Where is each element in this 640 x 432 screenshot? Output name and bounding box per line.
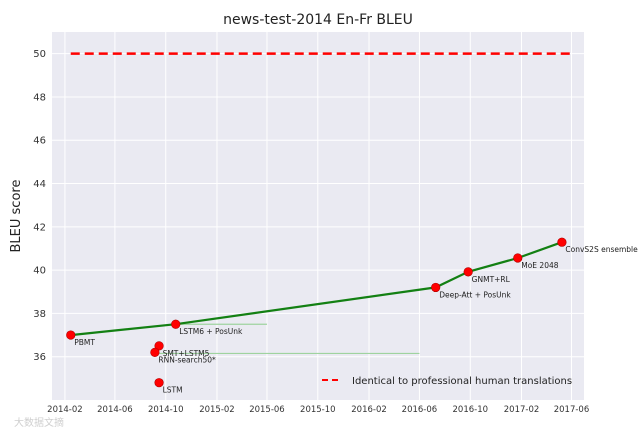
y-tick-label: 44 (33, 179, 46, 190)
x-tick-label: 2015-02 (199, 405, 235, 415)
point-label: Deep-Att + PosUnk (439, 290, 511, 299)
y-tick-label: 36 (33, 352, 46, 363)
faint-lines (154, 323, 420, 355)
x-tick-label: 2016-02 (351, 405, 387, 415)
point-label: LSTM (163, 386, 183, 395)
point-label: MoE 2048 (521, 261, 558, 270)
x-tick-label: 2014-02 (47, 405, 83, 415)
chart-title: news-test-2014 En-Fr BLEU (223, 12, 413, 28)
x-tick-label: 2014-10 (148, 405, 184, 415)
x-tick-label: 2016-10 (453, 405, 489, 415)
y-tick-label: 42 (33, 222, 46, 233)
x-tick-label: 2017-06 (554, 405, 590, 415)
data-point (463, 267, 473, 277)
point-label: SMT+LSTM5 (163, 349, 210, 358)
y-tick-label: 50 (33, 49, 46, 60)
data-point (66, 330, 76, 340)
data-point (154, 378, 164, 388)
y-tick-label: 46 (33, 136, 46, 147)
point-label: GNMT+RL (472, 275, 511, 284)
y-axis-label: BLEU score (9, 180, 24, 253)
point-label: LSTM6 + PosUnk (179, 327, 243, 336)
x-tick-label: 2017-02 (504, 405, 540, 415)
data-point (557, 237, 567, 247)
data-point (154, 341, 164, 351)
sota-line (70, 241, 563, 337)
point-label: ConvS2S ensemble (565, 245, 638, 254)
point-label: PBMT (74, 338, 95, 347)
x-tick-label: 2015-06 (249, 405, 285, 415)
data-point (431, 282, 441, 293)
data-points (66, 237, 567, 388)
legend-label-human: Identical to professional human translat… (352, 376, 572, 387)
y-tick-label: 48 (33, 92, 46, 103)
data-point (171, 319, 181, 329)
point-label: RNN-search50* (158, 355, 216, 364)
sota-polyline (70, 241, 563, 337)
data-point (150, 347, 160, 357)
x-tick-label: 2016-06 (402, 405, 438, 415)
data-point (513, 253, 523, 263)
grid (52, 32, 584, 400)
y-tick-label: 40 (33, 266, 46, 277)
x-tick-label: 2015-10 (300, 405, 336, 415)
x-axis-ticks: 2014-02 2014-06 2014-10 2015-02 2015-06 2015-… (47, 405, 589, 415)
legend: Identical to professional human translat… (322, 376, 572, 387)
y-tick-label: 38 (33, 309, 46, 320)
x-tick-label: 2014-06 (97, 405, 133, 415)
watermark: 大数据文摘 (14, 416, 64, 429)
y-axis-ticks: 36 38 40 42 44 46 48 50 (33, 49, 46, 363)
